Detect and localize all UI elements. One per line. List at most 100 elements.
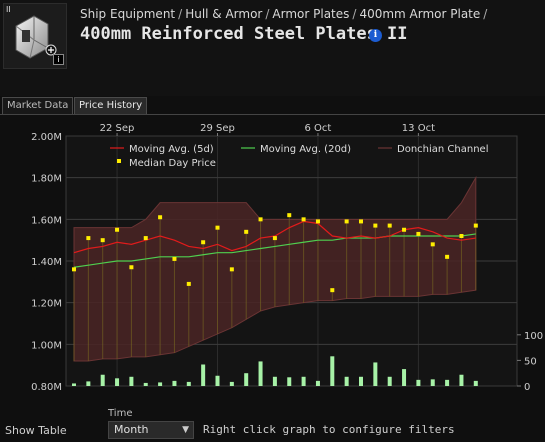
legend-median-label: Median Day Price xyxy=(129,158,216,169)
page-title: 400mm Reinforced Steel Plates II xyxy=(80,24,408,44)
moving-avg-5d-line xyxy=(73,220,476,254)
volume-bar xyxy=(272,376,277,386)
volume-tick-label: 0 xyxy=(524,382,530,393)
tab-market-data[interactable]: Market Data xyxy=(2,97,74,114)
volume-bar xyxy=(459,374,464,386)
breadcrumb-item-400mm-armor-plate[interactable]: 400mm Armor Plate xyxy=(359,7,481,21)
y-tick-label: 1.00M xyxy=(31,340,62,351)
armor-plate-icon[interactable]: II i xyxy=(3,3,67,69)
volume-bar xyxy=(315,380,320,386)
volume-bar xyxy=(158,382,163,386)
breadcrumb-separator: / xyxy=(352,7,357,21)
volume-bar xyxy=(387,376,392,386)
volume-bar xyxy=(473,380,478,386)
time-range-value: Month xyxy=(114,423,149,436)
breadcrumb-item-ship-equipment[interactable]: Ship Equipment xyxy=(80,7,176,21)
show-info-badge-icon[interactable]: i xyxy=(53,54,64,65)
median-day-price-point xyxy=(287,213,292,218)
volume-bar xyxy=(86,381,91,386)
volume-bar xyxy=(430,379,435,386)
y-tick-label: 0.80M xyxy=(31,382,62,393)
breadcrumb-separator: / xyxy=(483,7,488,21)
median-day-price-point xyxy=(473,223,478,228)
volume-bar xyxy=(201,364,206,386)
y-tick-label: 1.20M xyxy=(31,299,62,310)
item-header: II i Ship Equipment / Hull & Armor / Armor P… xyxy=(0,0,545,96)
median-day-price-point xyxy=(301,217,306,222)
volume-bar xyxy=(344,376,349,386)
median-day-price-point xyxy=(172,256,177,261)
median-day-price-point xyxy=(373,223,378,228)
median-day-price-point xyxy=(459,234,464,238)
median-day-price-point xyxy=(258,217,263,222)
volume-bar xyxy=(129,376,134,386)
volume-bar xyxy=(402,369,407,386)
breadcrumb-separator: / xyxy=(178,7,183,21)
volume-bar xyxy=(143,382,148,386)
volume-bar xyxy=(172,380,177,386)
median-day-price-point xyxy=(272,236,277,241)
tech-ii-badge-icon: II xyxy=(6,5,11,14)
volume-bar xyxy=(359,376,363,386)
volume-bar xyxy=(373,362,378,386)
y-tick-label: 2.00M xyxy=(31,132,62,143)
volume-bar xyxy=(229,381,234,386)
median-day-price-point xyxy=(115,227,120,232)
y-axis-tick-labels: 2.00M 1.80M 1.60M 1.40M 1.20M 1.00M 0.80M xyxy=(31,132,62,393)
median-day-price-point xyxy=(158,215,163,220)
legend-donchian-label: Donchian Channel xyxy=(397,144,488,155)
info-icon[interactable]: i xyxy=(369,29,382,42)
volume-bar xyxy=(215,375,220,386)
time-label: Time xyxy=(108,408,133,419)
volume-bar xyxy=(100,374,105,386)
x-tick-label: 13 Oct xyxy=(402,123,435,134)
median-day-price-point xyxy=(416,231,421,236)
volume-axis-tick-labels: 100 50 0 xyxy=(517,331,543,393)
y-tick-label: 1.80M xyxy=(31,174,62,185)
volume-bar xyxy=(244,373,249,386)
median-day-price-point xyxy=(445,254,450,259)
median-day-price-point xyxy=(244,229,249,234)
median-day-price-point xyxy=(359,219,363,224)
show-table-button[interactable]: Show Table xyxy=(5,424,67,437)
median-day-price-point xyxy=(344,219,349,224)
breadcrumb-separator: / xyxy=(265,7,270,21)
volume-bar xyxy=(115,378,120,386)
volume-bars xyxy=(72,356,478,386)
median-day-price-point xyxy=(215,225,220,230)
volume-tick-label: 50 xyxy=(524,356,537,367)
median-day-price-point xyxy=(201,240,206,245)
armor-plate-icon-art xyxy=(15,15,57,59)
volume-bar xyxy=(258,361,263,386)
median-day-price-point xyxy=(229,267,234,272)
price-history-chart[interactable]: 22 Sep 29 Sep 6 Oct 13 Oct 2.00M 1.80M 1.60M 1… xyxy=(0,115,545,405)
median-day-price-point xyxy=(430,242,435,247)
volume-bar xyxy=(330,356,335,386)
time-range-select[interactable]: Month ▼ xyxy=(108,421,194,439)
breadcrumb-item-hull-armor[interactable]: Hull & Armor xyxy=(185,7,263,21)
volume-bar xyxy=(287,377,292,386)
legend-ma20-label: Moving Avg. (20d) xyxy=(260,144,351,155)
median-day-price-point xyxy=(100,238,105,243)
bottom-controls: Show Table Time Month ▼ Right click grap… xyxy=(0,404,545,442)
median-day-price-point xyxy=(143,236,148,241)
legend-median-swatch xyxy=(117,159,121,163)
y-tick-label: 1.40M xyxy=(31,257,62,268)
tab-bar: Market Data Price History xyxy=(0,97,545,115)
chevron-down-icon: ▼ xyxy=(182,425,189,435)
tab-price-history[interactable]: Price History xyxy=(74,97,148,114)
volume-bar xyxy=(445,379,450,386)
median-day-price-point xyxy=(402,227,407,232)
x-axis-tick-labels: 22 Sep 29 Sep 6 Oct 13 Oct xyxy=(100,123,435,134)
volume-tick-label: 100 xyxy=(524,331,543,342)
breadcrumb-item-armor-plates[interactable]: Armor Plates xyxy=(272,7,350,21)
y-tick-label: 1.60M xyxy=(31,215,62,226)
median-day-price-point xyxy=(315,219,320,224)
median-day-price-point xyxy=(387,223,392,228)
breadcrumb: Ship Equipment / Hull & Armor / Armor Plates… xyxy=(80,7,490,21)
median-day-price-point xyxy=(72,267,76,272)
median-day-price-point xyxy=(86,236,91,241)
median-day-price-points xyxy=(72,213,478,293)
configure-filters-hint: Right click graph to configure filters xyxy=(203,423,455,436)
x-tick-label: 29 Sep xyxy=(200,123,235,134)
